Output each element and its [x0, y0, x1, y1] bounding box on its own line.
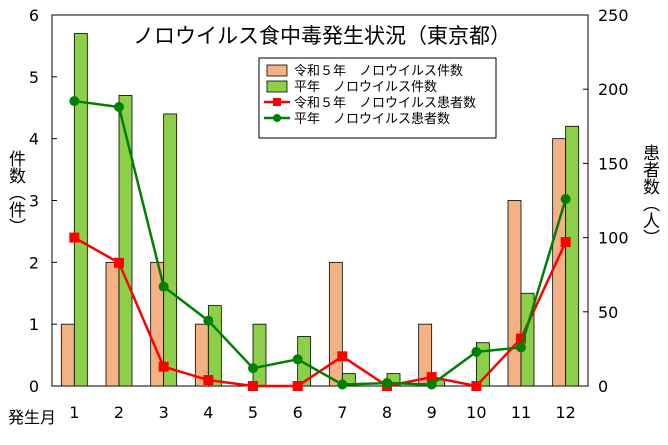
- x-tick-label: 5: [248, 403, 258, 422]
- x-tick-label: 12: [555, 403, 575, 422]
- line-point: [158, 281, 169, 292]
- line-point: [69, 232, 80, 243]
- line-point: [292, 381, 303, 391]
- y-left-tick-label: 6: [29, 6, 39, 25]
- series-line: [74, 99, 567, 386]
- legend-label: 令和５年 ノロウイルス件数: [294, 64, 463, 79]
- bar: [328, 261, 343, 387]
- y-right-tick-label: 150: [598, 154, 629, 173]
- y-left-tick-label: 1: [29, 315, 39, 334]
- y-axis-right-label: 患者数（人）: [639, 144, 659, 246]
- y-right-tick-label: 100: [598, 229, 629, 248]
- series-line: [73, 236, 567, 388]
- legend-label: 平年 ノロウイルス件数: [294, 80, 437, 95]
- line-point: [471, 346, 482, 357]
- y-left-tick-label: 0: [29, 377, 39, 396]
- line-point: [248, 381, 258, 391]
- line-point: [158, 361, 169, 372]
- x-tick-label: 9: [427, 403, 437, 422]
- line-point: [560, 194, 571, 205]
- y-left-tick-label: 4: [29, 130, 39, 149]
- legend-marker: [273, 98, 281, 106]
- line-point: [203, 375, 214, 386]
- bar: [73, 33, 88, 387]
- bar: [252, 323, 267, 387]
- line-point: [69, 96, 80, 107]
- line-point: [471, 381, 482, 391]
- line-point: [337, 379, 348, 390]
- x-tick-label: 3: [159, 403, 169, 422]
- x-tick-label: 11: [511, 403, 531, 422]
- legend-marker: [273, 114, 281, 122]
- x-tick-label: 10: [466, 403, 486, 422]
- y-right-tick-label: 250: [598, 6, 629, 25]
- legend-label: 平年 ノロウイルス患者数: [294, 112, 450, 127]
- line-point: [426, 379, 437, 390]
- bar: [565, 125, 580, 387]
- y-left-tick-label: 5: [29, 68, 39, 87]
- legend-label: 令和５年 ノロウイルス患者数: [294, 96, 476, 111]
- x-tick-label: 1: [69, 403, 79, 422]
- line-point: [292, 354, 303, 365]
- legend-swatch: [266, 64, 288, 77]
- bar: [163, 113, 178, 387]
- y-left-tick-label: 3: [29, 192, 39, 211]
- y-axis-left-label: 件数（件）: [5, 150, 25, 235]
- legend-swatch: [266, 80, 288, 93]
- line-point: [114, 102, 124, 113]
- chart-title: ノロウイルス食中毒発生状況（東京都）: [133, 24, 511, 48]
- line-point: [248, 363, 258, 374]
- x-tick-label: 2: [114, 403, 124, 422]
- x-axis-label: 発生月: [8, 408, 57, 427]
- line-point: [337, 351, 348, 362]
- bar: [507, 200, 522, 387]
- y-right-tick-label: 200: [598, 80, 629, 99]
- bar: [60, 323, 75, 387]
- line-point: [114, 257, 124, 268]
- bar: [418, 323, 433, 387]
- line-point: [426, 372, 437, 383]
- y-right-tick-label: 50: [598, 303, 618, 322]
- x-tick-label: 4: [203, 403, 213, 422]
- legend-box: [258, 57, 497, 139]
- line-point: [516, 333, 526, 344]
- bar: [118, 94, 133, 387]
- y-right-tick-label: 0: [598, 377, 608, 396]
- line-point: [203, 315, 214, 326]
- x-tick-label: 7: [337, 403, 347, 422]
- line-point: [516, 342, 526, 353]
- bar: [105, 261, 120, 387]
- x-tick-label: 8: [382, 403, 392, 422]
- y-left-tick-label: 2: [29, 253, 39, 272]
- line-point: [560, 237, 571, 248]
- bar: [552, 138, 567, 387]
- line-point: [382, 378, 392, 389]
- x-tick-label: 6: [293, 403, 303, 422]
